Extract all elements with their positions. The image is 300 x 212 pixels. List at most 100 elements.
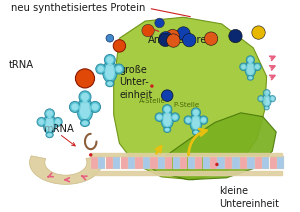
Bar [98,156,105,169]
Text: P-Stelle: P-Stelle [173,102,200,108]
Text: mRNA: mRNA [43,124,74,134]
Ellipse shape [193,130,199,135]
Circle shape [104,54,115,65]
Bar [128,156,135,169]
Ellipse shape [247,63,254,75]
Circle shape [248,57,253,63]
Bar [106,156,113,169]
Circle shape [39,119,44,125]
Circle shape [240,63,247,71]
Ellipse shape [248,76,253,79]
Circle shape [215,163,219,166]
Text: große
Unter-
einheit: große Unter- einheit [119,65,153,100]
Circle shape [92,103,98,110]
Ellipse shape [192,116,200,129]
Circle shape [53,117,62,126]
Circle shape [191,108,200,117]
Ellipse shape [105,64,115,80]
Circle shape [186,117,191,123]
Bar [173,156,180,169]
Circle shape [155,18,164,28]
Bar [180,156,188,169]
Bar [113,156,120,169]
Bar [277,156,284,169]
Ellipse shape [107,81,112,86]
Circle shape [241,64,246,69]
Bar [247,156,254,169]
Circle shape [167,34,180,47]
Ellipse shape [45,117,54,132]
Circle shape [116,66,122,72]
Circle shape [75,69,94,88]
Polygon shape [29,156,102,184]
Circle shape [184,116,193,124]
Ellipse shape [80,101,91,119]
Circle shape [114,64,124,74]
Ellipse shape [164,127,171,132]
Ellipse shape [264,106,269,110]
Circle shape [255,64,260,69]
Polygon shape [150,113,276,180]
Circle shape [45,109,55,119]
Circle shape [150,84,154,88]
Circle shape [199,116,208,124]
Bar [91,156,98,169]
Circle shape [81,93,89,101]
Circle shape [106,56,113,64]
Polygon shape [114,17,267,180]
Bar [158,156,165,169]
Circle shape [172,114,178,120]
Circle shape [89,101,100,112]
Circle shape [259,97,263,101]
Circle shape [113,40,126,52]
Bar [240,156,247,169]
Circle shape [157,114,162,120]
Circle shape [204,32,218,45]
Circle shape [89,153,92,157]
Bar [150,156,158,169]
Text: A-Stelle: A-Stelle [139,98,165,104]
Circle shape [161,90,173,101]
Circle shape [263,89,270,96]
Circle shape [164,106,170,112]
Text: Aminosäuren: Aminosäuren [148,30,214,45]
Circle shape [163,105,172,114]
Ellipse shape [265,107,268,109]
Circle shape [258,96,264,102]
Circle shape [159,32,172,45]
Bar [121,156,128,169]
Ellipse shape [161,110,173,129]
Bar [195,156,202,169]
Bar [143,156,150,169]
Circle shape [264,91,269,95]
Circle shape [177,27,190,40]
Bar [165,156,172,169]
Text: kleine
Untereinheit: kleine Untereinheit [219,186,279,209]
Bar [210,156,217,169]
Circle shape [155,113,164,121]
Ellipse shape [80,120,89,127]
Text: neu synthetisiertes Protein: neu synthetisiertes Protein [11,3,190,17]
Circle shape [166,29,179,43]
Bar [262,156,269,169]
Ellipse shape [103,61,117,83]
Circle shape [269,96,275,102]
Ellipse shape [47,133,52,137]
Bar [218,156,225,169]
Bar [232,156,240,169]
Ellipse shape [262,93,271,107]
Text: tRNA: tRNA [8,60,34,70]
Ellipse shape [190,113,202,132]
Circle shape [201,117,206,123]
Ellipse shape [163,112,172,127]
Circle shape [69,101,80,112]
Bar [270,156,277,169]
Bar [202,156,210,169]
Circle shape [254,63,261,71]
Ellipse shape [106,80,114,87]
Ellipse shape [82,121,88,125]
Bar [225,156,232,169]
Circle shape [183,33,196,47]
Circle shape [71,103,79,110]
Circle shape [55,119,61,125]
